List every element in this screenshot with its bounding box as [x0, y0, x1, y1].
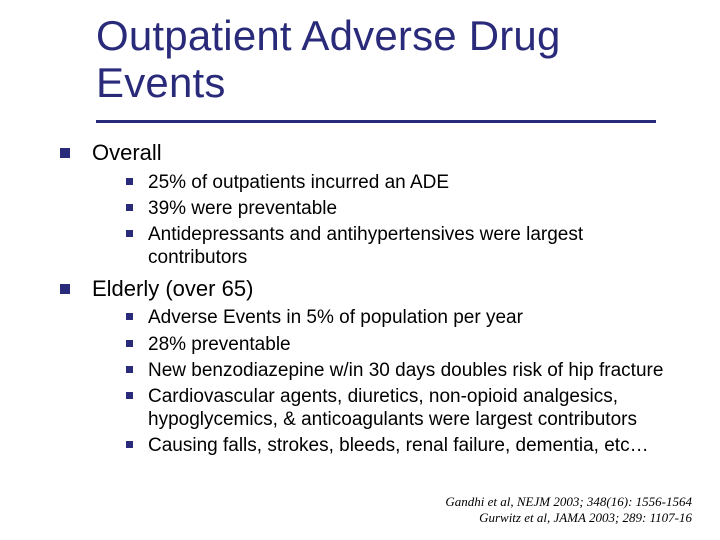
list-item: Adverse Events in 5% of population per y… — [92, 306, 670, 329]
section-label: Elderly (over 65) — [92, 276, 253, 301]
square-bullet-icon — [126, 392, 133, 399]
item-text: New benzodiazepine w/in 30 days doubles … — [148, 360, 663, 381]
list-item: Cardiovascular agents, diuretics, non-op… — [92, 385, 670, 431]
list-item: Causing falls, strokes, bleeds, renal fa… — [92, 434, 670, 457]
section-overall: Overall 25% of outpatients incurred an A… — [60, 140, 670, 270]
square-bullet-icon — [126, 204, 133, 211]
list-item: 25% of outpatients incurred an ADE — [92, 171, 670, 194]
item-text: Adverse Events in 5% of population per y… — [148, 307, 523, 328]
list-item: Antidepressants and antihypertensives we… — [92, 223, 670, 269]
title-underline — [96, 120, 656, 123]
square-bullet-icon — [126, 340, 133, 347]
square-bullet-icon — [60, 148, 70, 158]
item-text: Cardiovascular agents, diuretics, non-op… — [148, 386, 637, 430]
square-bullet-icon — [126, 230, 133, 237]
item-text: Antidepressants and antihypertensives we… — [148, 224, 583, 268]
square-bullet-icon — [126, 441, 133, 448]
item-text: 25% of outpatients incurred an ADE — [148, 172, 449, 193]
references: Gandhi et al, NEJM 2003; 348(16): 1556-1… — [445, 494, 692, 527]
list-item: 39% were preventable — [92, 197, 670, 220]
reference-line: Gandhi et al, NEJM 2003; 348(16): 1556-1… — [445, 494, 692, 510]
list-item: New benzodiazepine w/in 30 days doubles … — [92, 359, 670, 382]
slide-title: Outpatient Adverse Drug Events — [96, 12, 676, 106]
slide: Outpatient Adverse Drug Events Overall 2… — [0, 0, 720, 540]
square-bullet-icon — [126, 178, 133, 185]
reference-line: Gurwitz et al, JAMA 2003; 289: 1107-16 — [445, 510, 692, 526]
section-elderly: Elderly (over 65) Adverse Events in 5% o… — [60, 276, 670, 458]
square-bullet-icon — [126, 366, 133, 373]
item-text: 28% preventable — [148, 334, 291, 355]
slide-body: Overall 25% of outpatients incurred an A… — [60, 140, 670, 463]
section-label: Overall — [92, 140, 162, 165]
square-bullet-icon — [60, 284, 70, 294]
item-text: Causing falls, strokes, bleeds, renal fa… — [148, 435, 649, 456]
item-text: 39% were preventable — [148, 198, 337, 219]
list-item: 28% preventable — [92, 333, 670, 356]
square-bullet-icon — [126, 313, 133, 320]
